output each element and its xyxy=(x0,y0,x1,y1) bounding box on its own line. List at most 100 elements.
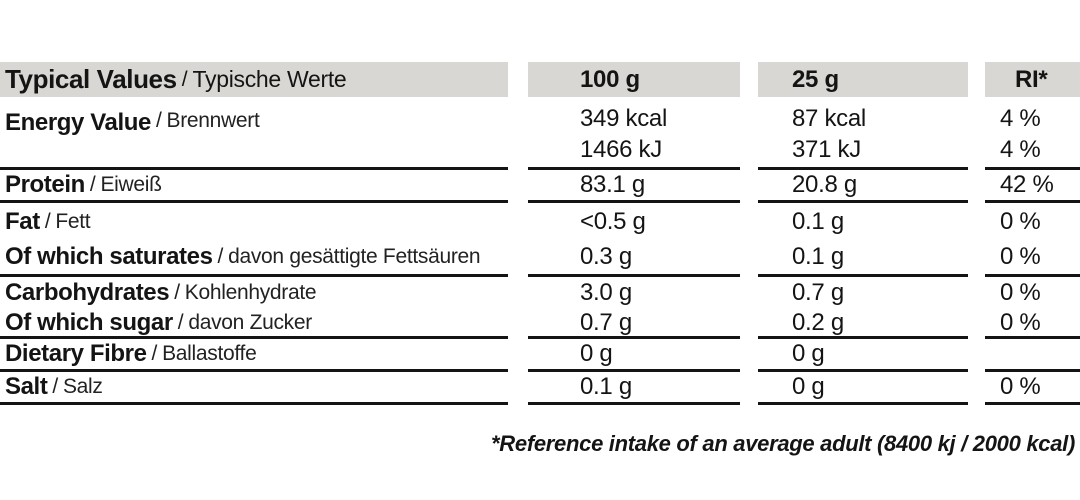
header-typical-values: Typical Values / Typische Werte xyxy=(0,62,508,97)
header-title-separator: / xyxy=(181,67,188,91)
row-label-separator: / xyxy=(155,109,162,132)
row-label-separator: / xyxy=(52,375,58,398)
table-row-salt: Salt / Salz 0.1 g 0 g 0 % xyxy=(0,372,1080,405)
value-fibre-ri xyxy=(985,339,1080,372)
column-header-100g-label: 100 g xyxy=(580,65,640,93)
row-label-de: Eiweiß xyxy=(100,173,162,196)
row-label-sugar: Of which sugar / davon Zucker xyxy=(0,309,508,339)
row-label-separator: / xyxy=(217,245,224,268)
table-row-carbohydrates: Carbohydrates / Kohlenhydrate 3.0 g 0.7 … xyxy=(0,277,1080,309)
value-text: 42 % xyxy=(1000,171,1054,198)
value-fat-25g: 0.1 g xyxy=(758,203,968,240)
value-text: 0 % xyxy=(1000,308,1041,336)
row-label-fat: Fat / Fett xyxy=(0,203,508,240)
value-text: 0 % xyxy=(1000,279,1041,306)
value-energy-ri: 4 % 4 % xyxy=(985,97,1080,170)
value-sugar-100g: 0.7 g xyxy=(528,309,740,339)
row-label-en: Fat xyxy=(5,207,40,235)
value-carbohydrates-25g: 0.7 g xyxy=(758,277,968,309)
value-energy-100g: 349 kcal 1466 kJ xyxy=(528,97,740,170)
header-title-de: Typische Werte xyxy=(192,66,347,92)
value-text: 83.1 g xyxy=(580,171,645,198)
value-text: 0.3 g xyxy=(580,243,632,270)
value-fat-100g: <0.5 g xyxy=(528,203,740,240)
row-label-de: Salz xyxy=(62,375,103,398)
row-label-fibre: Dietary Fibre / Ballastoffe xyxy=(0,339,508,372)
value-salt-ri: 0 % xyxy=(985,372,1080,405)
table-row-energy: Energy Value / Brennwert 349 kcal 1466 k… xyxy=(0,97,1080,170)
value-saturates-100g: 0.3 g xyxy=(528,240,740,277)
value-protein-100g: 83.1 g xyxy=(528,170,740,203)
value-text: 0 g xyxy=(580,340,613,367)
row-label-protein: Protein / Eiweiß xyxy=(0,170,508,203)
row-label-salt: Salt / Salz xyxy=(0,372,508,405)
row-label-de: Kohlenhydrate xyxy=(184,281,317,304)
value-sugar-ri: 0 % xyxy=(985,309,1080,339)
value-text: 0 % xyxy=(1000,243,1041,270)
value-text: 0.7 g xyxy=(792,279,844,306)
row-label-separator: / xyxy=(174,281,180,304)
value-ri-kj: 4 % xyxy=(1000,136,1041,163)
value-text: 0.7 g xyxy=(580,308,632,336)
value-carbohydrates-ri: 0 % xyxy=(985,277,1080,309)
value-text: <0.5 g xyxy=(580,207,646,235)
table-row-fibre: Dietary Fibre / Ballastoffe 0 g 0 g xyxy=(0,339,1080,372)
value-kj-25g: 371 kJ xyxy=(792,136,861,163)
row-label-en: Salt xyxy=(5,373,48,400)
row-label-en: Of which sugar xyxy=(5,308,173,336)
value-energy-25g: 87 kcal 371 kJ xyxy=(758,97,968,170)
row-label-separator: / xyxy=(89,173,96,196)
row-label-en: Carbohydrates xyxy=(5,279,170,306)
value-ri-kcal: 4 % xyxy=(1000,105,1041,132)
value-carbohydrates-100g: 3.0 g xyxy=(528,277,740,309)
value-text: 0 g xyxy=(792,340,825,367)
value-fat-ri: 0 % xyxy=(985,203,1080,240)
table-row-protein: Protein / Eiweiß 83.1 g 20.8 g 42 % xyxy=(0,170,1080,203)
value-salt-100g: 0.1 g xyxy=(528,372,740,405)
column-header-ri: RI* xyxy=(985,62,1080,97)
value-text: 0.1 g xyxy=(580,373,632,400)
value-kcal-100g: 349 kcal xyxy=(580,105,667,132)
row-label-de: Fett xyxy=(55,209,91,233)
table-row-sugar: Of which sugar / davon Zucker 0.7 g 0.2 … xyxy=(0,309,1080,339)
value-fibre-25g: 0 g xyxy=(758,339,968,372)
value-text: 20.8 g xyxy=(792,171,857,198)
row-label-de: Ballastoffe xyxy=(162,342,257,365)
row-label-carbohydrates: Carbohydrates / Kohlenhydrate xyxy=(0,277,508,309)
row-label-separator: / xyxy=(44,209,51,233)
value-text: 0.1 g xyxy=(792,207,844,235)
table-row-fat: Fat / Fett <0.5 g 0.1 g 0 % xyxy=(0,203,1080,240)
value-protein-25g: 20.8 g xyxy=(758,170,968,203)
value-kcal-25g: 87 kcal xyxy=(792,105,866,132)
value-saturates-25g: 0.1 g xyxy=(758,240,968,277)
row-label-en: Energy Value xyxy=(5,109,151,136)
value-salt-25g: 0 g xyxy=(758,372,968,405)
nutrition-values-table: Typical Values / Typische Werte 100 g 25… xyxy=(0,62,1080,405)
value-protein-ri: 42 % xyxy=(985,170,1080,203)
row-label-en: Dietary Fibre xyxy=(5,340,147,367)
value-text: 0 g xyxy=(792,373,825,400)
header-title-en: Typical Values xyxy=(5,64,177,94)
column-header-25g: 25 g xyxy=(758,62,968,97)
column-header-ri-label: RI* xyxy=(1015,65,1048,93)
table-row-saturates: Of which saturates / davon gesättigte Fe… xyxy=(0,240,1080,277)
value-saturates-ri: 0 % xyxy=(985,240,1080,277)
value-text: 0 % xyxy=(1000,207,1041,235)
value-text: 0.2 g xyxy=(792,308,844,336)
value-text: 0 % xyxy=(1000,373,1041,400)
row-label-en: Protein xyxy=(5,171,85,198)
table-header-row: Typical Values / Typische Werte 100 g 25… xyxy=(0,62,1080,97)
value-sugar-25g: 0.2 g xyxy=(758,309,968,339)
row-label-separator: / xyxy=(151,342,158,365)
row-label-de: davon Zucker xyxy=(188,310,312,334)
value-text: 3.0 g xyxy=(580,279,632,306)
value-text: 0.1 g xyxy=(792,243,844,270)
row-label-separator: / xyxy=(177,310,184,334)
column-header-25g-label: 25 g xyxy=(792,65,839,93)
row-label-saturates: Of which saturates / davon gesättigte Fe… xyxy=(0,240,508,277)
reference-intake-footnote: *Reference intake of an average adult (8… xyxy=(491,431,1075,456)
column-header-100g: 100 g xyxy=(528,62,740,97)
value-fibre-100g: 0 g xyxy=(528,339,740,372)
row-label-de: Brennwert xyxy=(166,109,260,132)
row-label-de: davon gesättigte Fettsäuren xyxy=(228,245,481,268)
